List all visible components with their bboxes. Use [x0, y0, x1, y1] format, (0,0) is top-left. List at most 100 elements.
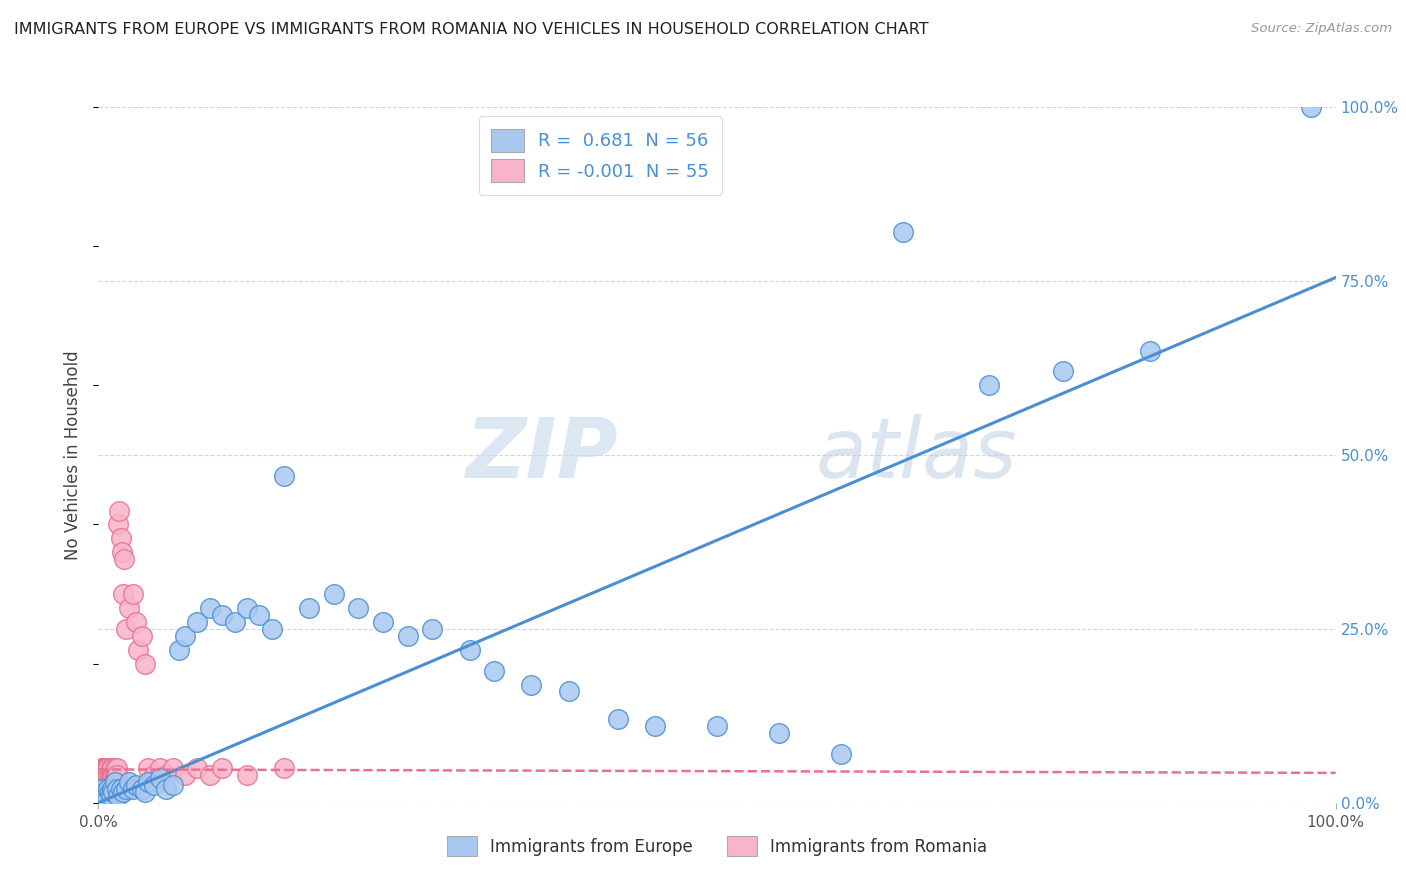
Point — [520, 677, 543, 691]
Point — [101, 768, 124, 782]
Point — [149, 761, 172, 775]
Point — [100, 789, 122, 803]
Point — [103, 775, 125, 789]
Point — [347, 601, 370, 615]
Point — [122, 587, 145, 601]
Point — [105, 761, 128, 775]
Point — [96, 761, 118, 775]
Point — [136, 761, 159, 775]
Point — [211, 761, 233, 775]
Point — [155, 781, 177, 796]
Point — [136, 775, 159, 789]
Point — [198, 768, 221, 782]
Point — [108, 503, 131, 517]
Point — [134, 657, 156, 671]
Point — [768, 726, 790, 740]
Point — [162, 761, 184, 775]
Point — [93, 781, 115, 796]
Text: IMMIGRANTS FROM EUROPE VS IMMIGRANTS FROM ROMANIA NO VEHICLES IN HOUSEHOLD CORRE: IMMIGRANTS FROM EUROPE VS IMMIGRANTS FRO… — [14, 22, 929, 37]
Point — [1299, 100, 1322, 114]
Point — [110, 781, 132, 796]
Point — [100, 761, 122, 775]
Point — [1139, 343, 1161, 358]
Point — [118, 775, 141, 789]
Point — [236, 601, 259, 615]
Point — [322, 587, 344, 601]
Point — [236, 768, 259, 782]
Text: atlas: atlas — [815, 415, 1018, 495]
Text: Source: ZipAtlas.com: Source: ZipAtlas.com — [1251, 22, 1392, 36]
Point — [94, 775, 117, 789]
Point — [94, 761, 117, 775]
Point — [162, 778, 184, 792]
Point — [224, 615, 246, 629]
Point — [260, 622, 283, 636]
Point — [644, 719, 666, 733]
Point — [131, 781, 153, 796]
Point — [98, 768, 121, 782]
Point — [143, 768, 166, 782]
Point — [93, 768, 115, 782]
Point — [114, 622, 136, 636]
Point — [101, 761, 124, 775]
Point — [273, 761, 295, 775]
Point — [396, 629, 419, 643]
Point — [118, 601, 141, 615]
Point — [211, 607, 233, 622]
Point — [100, 775, 122, 789]
Point — [96, 768, 118, 782]
Point — [112, 552, 135, 566]
Point — [155, 768, 177, 782]
Point — [186, 761, 208, 775]
Point — [101, 781, 124, 796]
Y-axis label: No Vehicles in Household: No Vehicles in Household — [65, 350, 83, 560]
Point — [105, 781, 128, 796]
Point — [149, 772, 172, 786]
Point — [273, 468, 295, 483]
Point — [97, 761, 120, 775]
Point — [98, 785, 121, 799]
Point — [94, 768, 117, 782]
Point — [557, 684, 579, 698]
Legend: Immigrants from Europe, Immigrants from Romania: Immigrants from Europe, Immigrants from … — [439, 828, 995, 864]
Point — [103, 768, 125, 782]
Point — [298, 601, 321, 615]
Point — [143, 778, 166, 792]
Point — [114, 781, 136, 796]
Point — [167, 642, 190, 657]
Point — [979, 378, 1001, 392]
Point — [122, 781, 145, 796]
Point — [607, 712, 630, 726]
Point — [97, 768, 120, 782]
Point — [105, 768, 128, 782]
Point — [112, 587, 135, 601]
Point — [124, 778, 146, 792]
Point — [107, 517, 129, 532]
Point — [247, 607, 270, 622]
Point — [891, 225, 914, 239]
Point — [103, 775, 125, 789]
Point — [97, 781, 120, 796]
Point — [90, 775, 112, 789]
Point — [830, 747, 852, 761]
Point — [484, 664, 506, 678]
Point — [110, 532, 132, 546]
Point — [103, 761, 125, 775]
Point — [103, 785, 125, 799]
Point — [458, 642, 481, 657]
Point — [93, 761, 115, 775]
Point — [93, 785, 115, 799]
Point — [98, 775, 121, 789]
Point — [112, 785, 135, 799]
Point — [91, 768, 114, 782]
Point — [131, 629, 153, 643]
Point — [104, 768, 127, 782]
Point — [89, 768, 111, 782]
Point — [96, 792, 118, 806]
Point — [103, 768, 125, 782]
Point — [371, 615, 394, 629]
Point — [127, 642, 149, 657]
Point — [107, 789, 129, 803]
Point — [94, 789, 117, 803]
Text: ZIP: ZIP — [465, 415, 619, 495]
